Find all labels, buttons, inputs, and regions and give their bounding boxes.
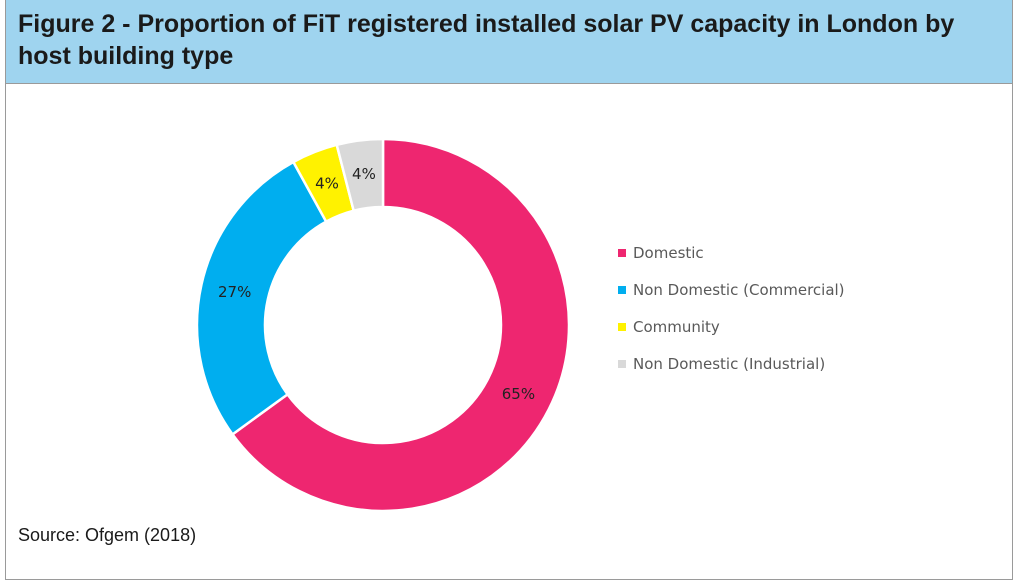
legend-swatch-community — [618, 323, 626, 331]
data-label-domestic: 65% — [502, 385, 535, 403]
slice-domestic — [230, 137, 571, 513]
data-label-community: 4% — [315, 175, 339, 193]
legend-label-domestic: Domestic — [633, 244, 704, 262]
slice-non-domestic-industrial — [335, 137, 385, 213]
chart-slices — [195, 137, 571, 513]
figure-header: Figure 2 - Proportion of FiT registered … — [5, 0, 1013, 84]
legend-label-community: Community — [633, 318, 720, 336]
chart-data-labels: 65% 27% 4% 4% — [218, 165, 535, 403]
legend-swatch-domestic — [618, 249, 626, 257]
chart-legend: Domestic Non Domestic (Commercial) Communi… — [618, 244, 845, 373]
slice-non-domestic-commercial — [195, 160, 328, 437]
legend-swatch-non-domestic-commercial — [618, 286, 626, 294]
figure-title: Figure 2 - Proportion of FiT registered … — [18, 10, 955, 70]
legend-label-non-domestic-commercial: Non Domestic (Commercial) — [633, 281, 845, 299]
legend-label-non-domestic-industrial: Non Domestic (Industrial) — [633, 355, 825, 373]
data-label-non-domestic-industrial: 4% — [352, 165, 376, 183]
data-label-non-domestic-commercial: 27% — [218, 283, 251, 301]
legend-swatch-non-domestic-industrial — [618, 360, 626, 368]
source-note: Source: Ofgem (2018) — [18, 525, 197, 545]
